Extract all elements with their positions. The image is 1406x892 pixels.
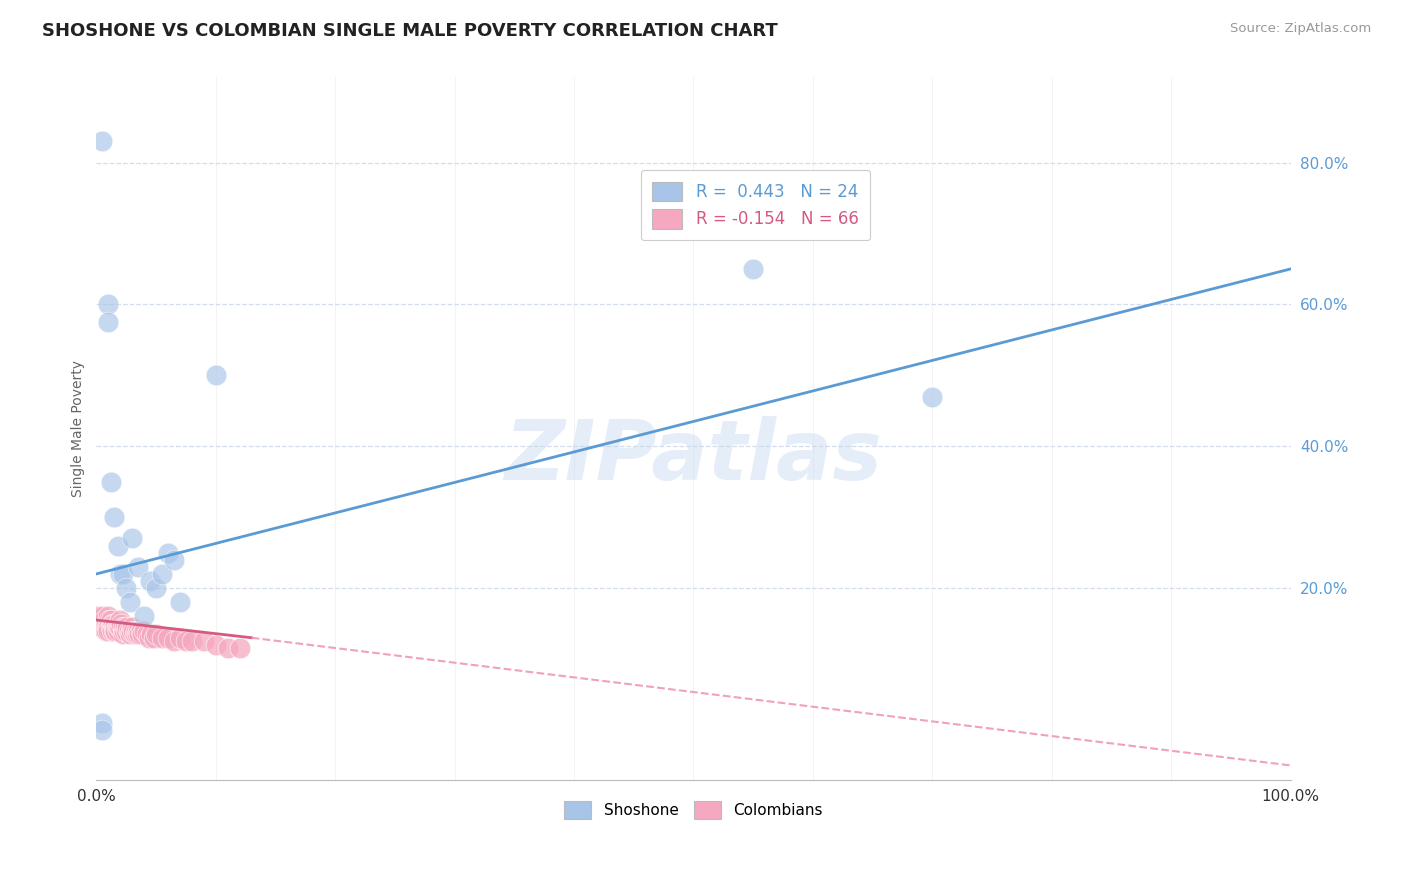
Point xyxy=(91,715,114,730)
Point xyxy=(129,624,152,638)
Point xyxy=(204,368,226,383)
Point xyxy=(111,627,134,641)
Point xyxy=(111,620,134,634)
Point xyxy=(163,634,186,648)
Point xyxy=(127,559,149,574)
Point xyxy=(94,616,117,631)
Point xyxy=(125,624,148,638)
Point xyxy=(101,616,124,631)
Point xyxy=(125,627,148,641)
Point xyxy=(138,631,160,645)
Point xyxy=(112,624,135,638)
Point xyxy=(91,723,114,737)
Point xyxy=(98,613,121,627)
Point xyxy=(121,532,143,546)
Point xyxy=(108,620,131,634)
Point xyxy=(742,262,765,277)
Point xyxy=(91,609,114,624)
Point xyxy=(115,624,138,638)
Point xyxy=(103,624,125,638)
Point xyxy=(163,553,186,567)
Point xyxy=(921,390,943,404)
Point xyxy=(180,634,202,648)
Point xyxy=(97,297,120,311)
Point xyxy=(169,595,191,609)
Point xyxy=(110,566,132,581)
Point xyxy=(103,510,125,524)
Point xyxy=(228,641,250,656)
Point xyxy=(145,581,167,595)
Point xyxy=(117,620,139,634)
Point xyxy=(150,566,173,581)
Point xyxy=(94,624,117,638)
Point xyxy=(93,613,115,627)
Point xyxy=(110,616,132,631)
Point xyxy=(169,631,191,645)
Point xyxy=(145,627,167,641)
Point xyxy=(150,631,173,645)
Point xyxy=(100,613,122,627)
Point xyxy=(118,627,141,641)
Point xyxy=(174,634,197,648)
Point xyxy=(122,624,145,638)
Point xyxy=(89,613,111,627)
Point xyxy=(101,616,124,631)
Point xyxy=(97,609,120,624)
Point xyxy=(127,624,149,638)
Point xyxy=(87,616,110,631)
Point xyxy=(134,624,156,638)
Point xyxy=(217,641,239,656)
Point xyxy=(97,616,120,631)
Point xyxy=(86,613,108,627)
Point xyxy=(121,620,143,634)
Point xyxy=(115,581,138,595)
Point xyxy=(107,539,129,553)
Point xyxy=(100,620,122,634)
Point xyxy=(193,634,215,648)
Point xyxy=(204,638,226,652)
Point xyxy=(104,624,127,638)
Point xyxy=(104,616,127,631)
Point xyxy=(107,616,129,631)
Point xyxy=(105,620,128,634)
Point xyxy=(156,546,179,560)
Point xyxy=(110,620,132,634)
Point xyxy=(139,574,162,588)
Text: Source: ZipAtlas.com: Source: ZipAtlas.com xyxy=(1230,22,1371,36)
Point xyxy=(120,624,142,638)
Point xyxy=(118,595,141,609)
Point xyxy=(107,624,129,638)
Y-axis label: Single Male Poverty: Single Male Poverty xyxy=(72,360,86,497)
Point xyxy=(86,609,108,624)
Point xyxy=(103,620,125,634)
Point xyxy=(101,624,124,638)
Point xyxy=(100,475,122,489)
Point xyxy=(114,620,136,634)
Point xyxy=(110,613,132,627)
Point xyxy=(91,616,114,631)
Point xyxy=(156,631,179,645)
Legend: Shoshone, Colombians: Shoshone, Colombians xyxy=(558,795,830,824)
Point xyxy=(142,631,165,645)
Point xyxy=(91,134,114,148)
Point xyxy=(90,620,112,634)
Point xyxy=(128,627,150,641)
Text: ZIPatlas: ZIPatlas xyxy=(505,416,883,497)
Point xyxy=(111,566,134,581)
Point xyxy=(97,624,120,638)
Text: SHOSHONE VS COLOMBIAN SINGLE MALE POVERTY CORRELATION CHART: SHOSHONE VS COLOMBIAN SINGLE MALE POVERT… xyxy=(42,22,778,40)
Point xyxy=(96,620,118,634)
Point xyxy=(97,315,120,329)
Point xyxy=(117,624,139,638)
Point xyxy=(141,627,163,641)
Point xyxy=(131,627,153,641)
Point xyxy=(135,627,157,641)
Point xyxy=(134,609,156,624)
Point xyxy=(124,627,146,641)
Point xyxy=(93,620,115,634)
